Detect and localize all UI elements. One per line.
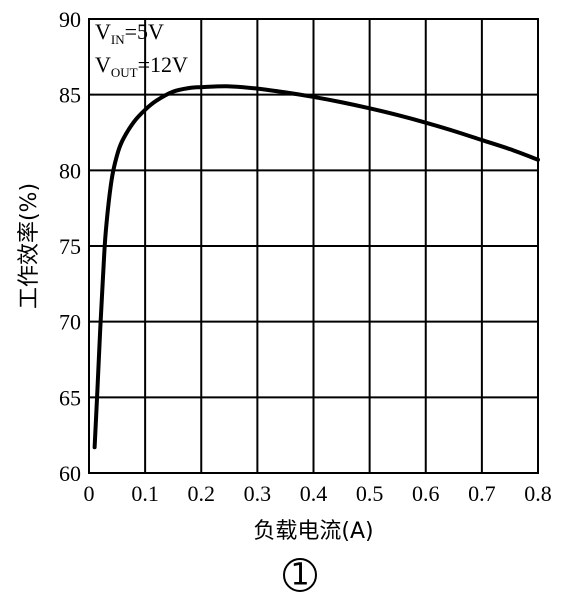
annotation-main: V	[95, 19, 111, 44]
y-tick-label-6: 90	[59, 7, 81, 32]
annotation-rest: =5V	[125, 19, 164, 44]
y-tick-label-4: 80	[59, 158, 81, 183]
y-tick-label-3: 75	[59, 234, 81, 259]
x-tick-label-7: 0.7	[468, 481, 496, 506]
annotation-0: VIN=5V	[95, 19, 164, 47]
figure-label: 1	[283, 558, 317, 593]
y-tick-label-5: 85	[59, 83, 81, 108]
figure-label-text: 1	[290, 558, 309, 593]
x-tick-labels: 0 0.1 0.2 0.3 0.4 0.5 0.6 0.7 0.8	[84, 481, 552, 506]
annotation-sub: OUT	[111, 65, 138, 80]
x-tick-label-3: 0.3	[244, 481, 272, 506]
x-tick-label-6: 0.6	[412, 481, 440, 506]
y-tick-label-0: 60	[59, 461, 81, 486]
plot-frame	[88, 18, 539, 474]
annotation-rest: =12V	[138, 52, 188, 77]
x-tick-label-5: 0.5	[356, 481, 384, 506]
x-tick-label-4: 0.4	[300, 481, 328, 506]
x-tick-label-1: 0.1	[131, 481, 159, 506]
x-tick-label-8: 0.8	[524, 481, 552, 506]
annotation-sub: IN	[111, 32, 125, 47]
figure-label-circle	[283, 558, 317, 592]
x-tick-label-2: 0.2	[188, 481, 216, 506]
y-axis-title: 工作效率(%)	[17, 183, 42, 309]
x-tick-label-0: 0	[84, 481, 95, 506]
y-tick-label-2: 70	[59, 310, 81, 335]
annotation-1: VOUT=12V	[95, 52, 188, 80]
annotation-main: V	[95, 52, 111, 77]
grid	[88, 18, 539, 474]
y-tick-labels: 60 65 70 75 80 85 90	[59, 7, 81, 486]
efficiency-curve-0	[92, 84, 540, 450]
y-tick-label-1: 65	[59, 385, 81, 410]
series-layer	[92, 84, 540, 450]
x-axis-title: 负载电流(A)	[253, 519, 373, 544]
